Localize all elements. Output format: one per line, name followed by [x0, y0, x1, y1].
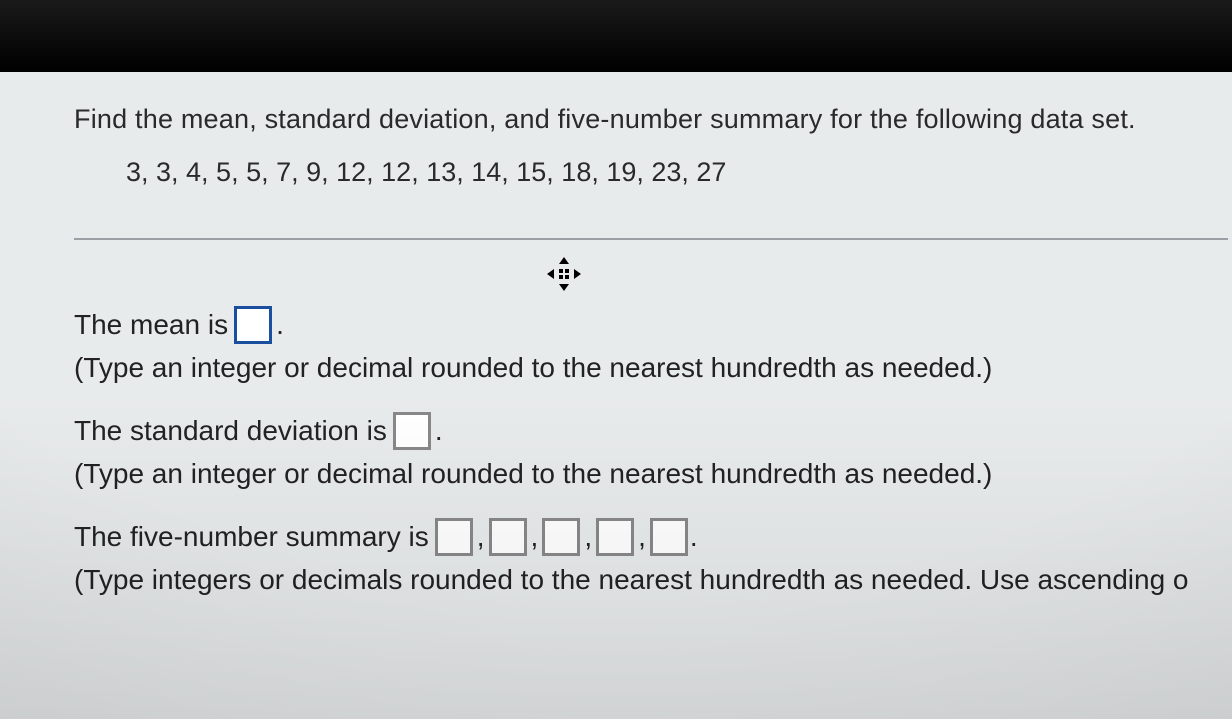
five-number-input-4[interactable] — [596, 518, 634, 556]
five-number-label: The five-number summary is — [74, 521, 429, 553]
divider-region — [74, 238, 1232, 240]
move-handle-icon[interactable] — [546, 256, 582, 292]
stddev-answer-line: The standard deviation is . — [74, 412, 1232, 450]
mean-period: . — [276, 309, 284, 341]
question-data-set: 3, 3, 4, 5, 5, 7, 9, 12, 12, 13, 14, 15,… — [126, 157, 1232, 188]
five-number-input-2[interactable] — [489, 518, 527, 556]
section-divider — [74, 238, 1228, 240]
sep-1: , — [477, 521, 485, 553]
mean-hint: (Type an integer or decimal rounded to t… — [74, 352, 1232, 384]
window-top-bar — [0, 0, 1232, 72]
stddev-input[interactable] — [393, 412, 431, 450]
five-number-input-1[interactable] — [435, 518, 473, 556]
question-content: Find the mean, standard deviation, and f… — [0, 72, 1232, 596]
five-number-input-5[interactable] — [650, 518, 688, 556]
five-number-input-3[interactable] — [542, 518, 580, 556]
five-number-answer-line: The five-number summary is , , , , . — [74, 518, 1232, 556]
mean-input[interactable] — [234, 306, 272, 344]
stddev-period: . — [435, 415, 443, 447]
five-number-inputs: , , , , . — [435, 518, 698, 556]
stddev-hint: (Type an integer or decimal rounded to t… — [74, 458, 1232, 490]
five-number-period: . — [690, 521, 698, 553]
stddev-label: The standard deviation is — [74, 415, 387, 447]
sep-3: , — [584, 521, 592, 553]
sep-2: , — [531, 521, 539, 553]
question-prompt: Find the mean, standard deviation, and f… — [74, 104, 1232, 135]
mean-answer-line: The mean is . — [74, 306, 1232, 344]
five-number-hint: (Type integers or decimals rounded to th… — [74, 564, 1232, 596]
sep-4: , — [638, 521, 646, 553]
mean-label: The mean is — [74, 309, 228, 341]
